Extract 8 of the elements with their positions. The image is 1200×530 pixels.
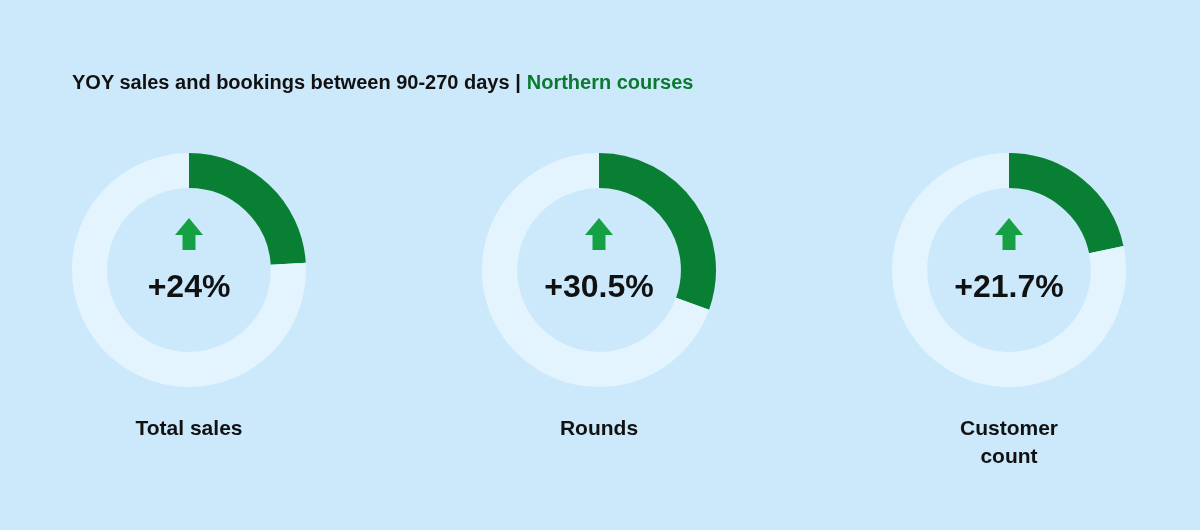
text: YOY sales and bookings between 90-270 days | [72,71,521,93]
text: +30.5% [544,268,654,304]
text: Customer count [959,415,1059,469]
text: Rounds [558,415,640,441]
text: +24% [147,268,231,304]
text: Total sales [134,415,244,441]
text: +21.7% [954,268,1064,304]
text: Northern courses [526,71,694,93]
